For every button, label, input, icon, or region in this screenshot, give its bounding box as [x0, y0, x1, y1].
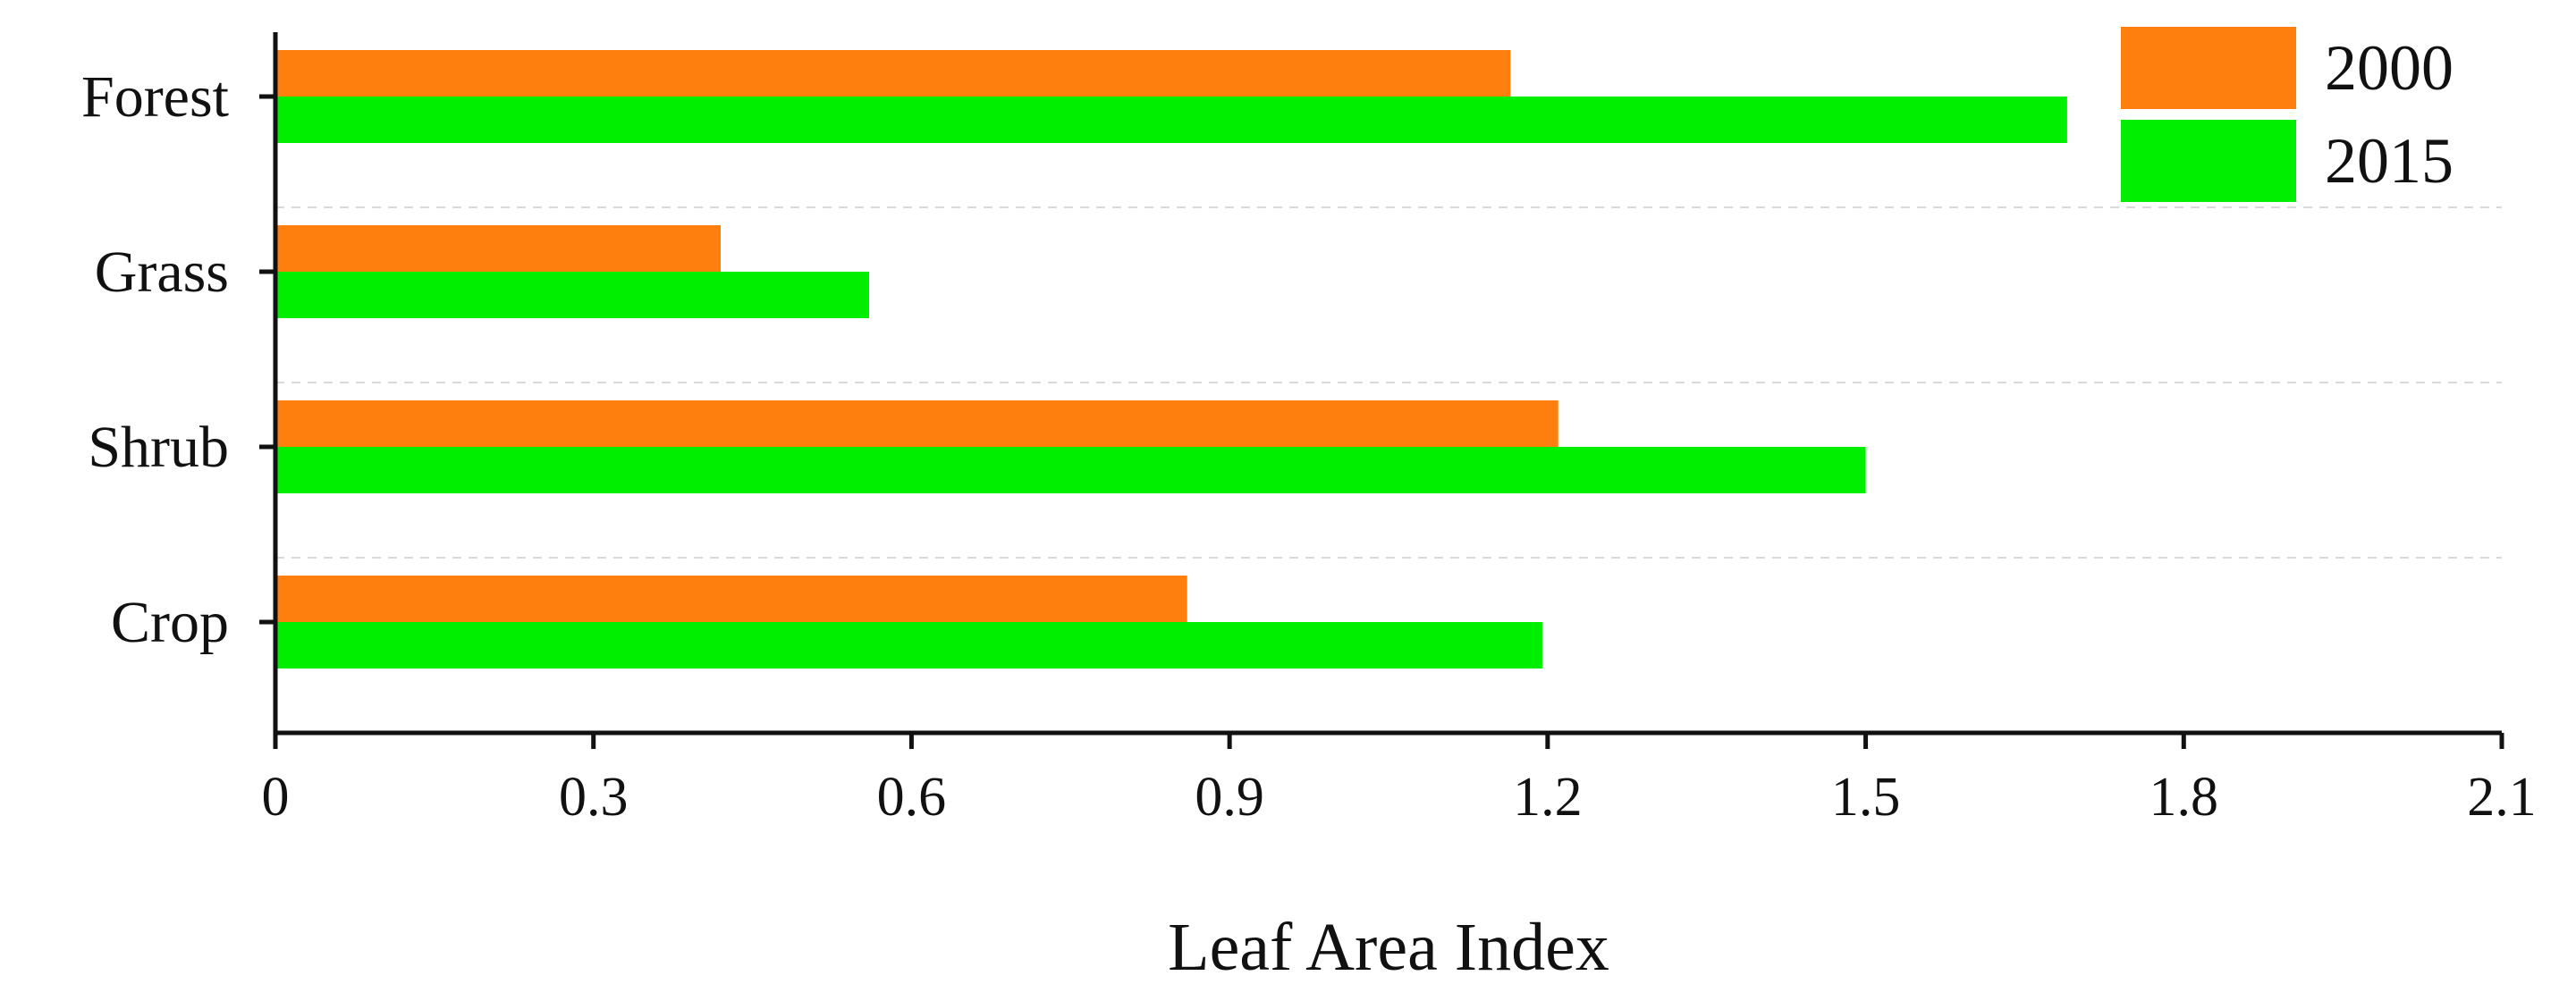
bar-2000-shrub	[275, 400, 1558, 447]
axes	[273, 32, 2502, 736]
bar-2015-grass	[275, 272, 869, 318]
legend-swatch-2000	[2121, 27, 2296, 109]
y-category-labels: Forest Grass Shrub Crop	[81, 64, 275, 655]
x-tick-label: 1.2	[1513, 767, 1583, 828]
y-category-label: Crop	[111, 590, 229, 655]
legend-label-2015: 2015	[2325, 125, 2454, 197]
x-tick-label: 0	[262, 767, 290, 828]
legend-swatch-2015	[2121, 120, 2296, 202]
x-tick-label: 0.9	[1195, 767, 1264, 828]
x-axis-title: Leaf Area Index	[1168, 910, 1609, 984]
y-category-label: Forest	[81, 64, 229, 130]
bar-2015-shrub	[275, 447, 1866, 493]
bar-2000-crop	[275, 576, 1187, 622]
bar-2000-forest	[275, 50, 1511, 97]
legend-label-2000: 2000	[2325, 32, 2454, 104]
bars	[275, 50, 2067, 669]
bar-2000-grass	[275, 225, 721, 272]
bar-2015-forest	[275, 97, 2067, 143]
legend: 2000 2015	[2121, 27, 2454, 202]
y-category-label: Shrub	[88, 415, 229, 480]
x-tick-label: 1.5	[1831, 767, 1901, 828]
bar-2015-crop	[275, 622, 1542, 669]
x-tick-label: 0.6	[877, 767, 947, 828]
x-ticks: 0 0.3 0.6 0.9 1.2 1.5 1.8 2.1	[262, 733, 2537, 828]
category-separators	[275, 206, 2502, 559]
y-category-label: Grass	[95, 240, 229, 305]
x-tick-label: 1.8	[2149, 767, 2219, 828]
x-tick-label: 2.1	[2467, 767, 2537, 828]
x-tick-label: 0.3	[559, 767, 629, 828]
